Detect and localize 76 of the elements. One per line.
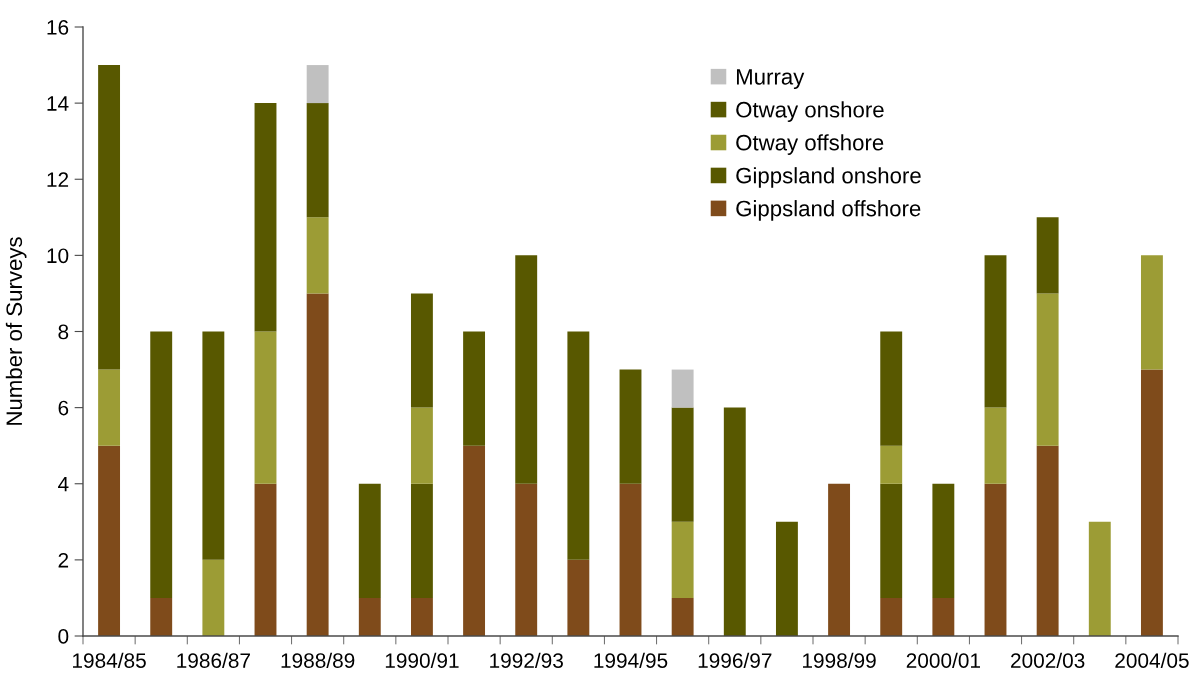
bar (828, 483, 851, 636)
bar (150, 597, 173, 636)
bar (880, 331, 903, 446)
bar (671, 369, 694, 408)
y-tick-label: 14 (47, 96, 69, 111)
x-tick-label: 2000/01 (906, 652, 980, 668)
bar (567, 559, 590, 636)
y-tick-label: 8 (58, 324, 69, 340)
bar (619, 483, 642, 636)
bar (984, 407, 1007, 484)
bar (410, 483, 433, 598)
x-tick-label: 1984/85 (73, 652, 146, 668)
bar (202, 559, 225, 636)
y-tick-label: 6 (58, 400, 69, 416)
bar (98, 65, 121, 370)
bar (410, 597, 433, 636)
x-tick-label: 1992/93 (490, 652, 563, 668)
bar (932, 483, 955, 598)
bar (984, 483, 1007, 636)
bar (515, 483, 538, 636)
y-tick-label: 12 (47, 172, 69, 187)
y-axis-title: Number of Surveys (5, 237, 27, 425)
bar (515, 255, 538, 484)
bar (254, 483, 277, 636)
y-tick-label: 10 (47, 248, 69, 264)
y-tick-label: 0 (58, 629, 69, 644)
bar (306, 103, 329, 218)
bar (671, 597, 694, 636)
x-tick-label: 1988/89 (281, 652, 355, 668)
legend-label: Gippsland onshore (736, 167, 921, 188)
legend-label: Murray (736, 69, 805, 90)
bar (932, 597, 955, 636)
bar (358, 597, 381, 636)
legend-label: Gippsland offshore (736, 200, 921, 221)
bar (880, 445, 903, 484)
x-tick-label: 1996/97 (698, 652, 772, 668)
bar (254, 331, 277, 484)
bar (671, 521, 694, 598)
bar (306, 217, 329, 294)
y-tick-label: 16 (47, 20, 69, 35)
bar (1088, 521, 1111, 636)
bar (306, 65, 329, 104)
legend-label: Otway onshore (736, 101, 884, 122)
bar (775, 521, 798, 636)
y-tick-label: 4 (58, 476, 69, 492)
bar (410, 293, 433, 408)
x-tick-label: 2004/05 (1115, 652, 1189, 668)
bar (671, 407, 694, 522)
x-tick-label: 1986/87 (177, 652, 250, 668)
bar (98, 445, 121, 636)
x-tick-label: 1990/91 (385, 652, 459, 668)
bar (619, 369, 642, 484)
x-tick-label: 1994/95 (594, 652, 668, 668)
bar (984, 255, 1007, 408)
bar (463, 445, 486, 636)
bar (254, 103, 277, 332)
x-tick-label: 1998/99 (803, 652, 876, 668)
bar (1036, 445, 1059, 636)
x-tick-label: 2002/03 (1011, 652, 1085, 668)
bar (463, 331, 486, 446)
bar (723, 407, 746, 636)
bar (880, 597, 903, 636)
legend-label: Otway offshore (736, 134, 884, 155)
bar (410, 407, 433, 484)
bar (1140, 369, 1163, 636)
bar (567, 331, 590, 560)
bar (1036, 293, 1059, 446)
bar (1140, 255, 1163, 370)
y-tick-label: 2 (58, 552, 69, 568)
bar (358, 483, 381, 598)
bar (150, 331, 173, 598)
bar (306, 293, 329, 636)
bar (1036, 217, 1059, 294)
bar (202, 331, 225, 560)
bar (98, 369, 121, 446)
bar (880, 483, 903, 598)
